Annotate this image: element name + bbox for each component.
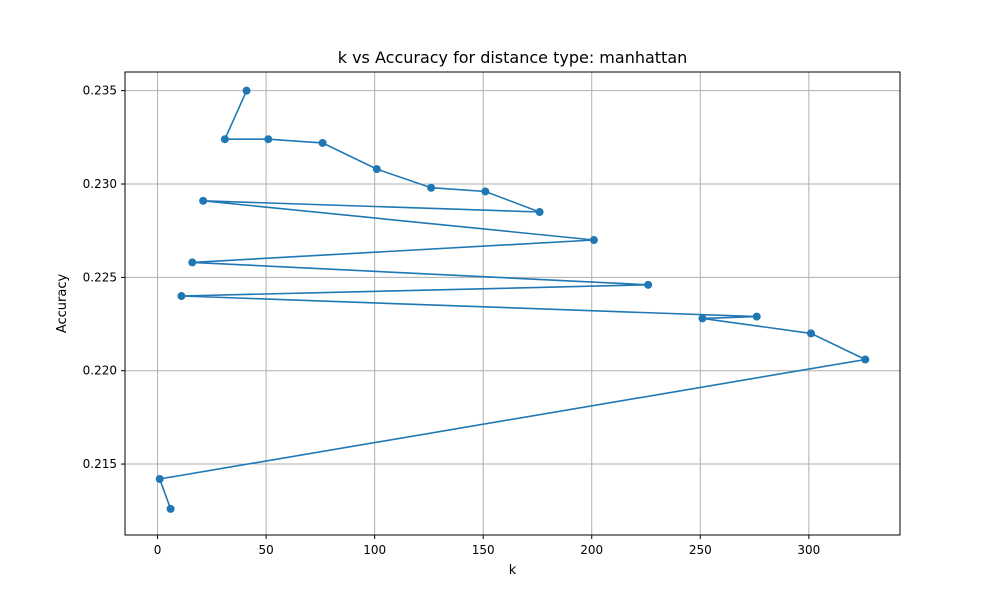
x-axis-label: k — [509, 563, 517, 578]
data-point — [177, 292, 186, 301]
data-point — [427, 183, 436, 192]
y-tick-label: 0.235 — [83, 84, 117, 98]
data-point — [220, 135, 229, 144]
y-axis-label: Accuracy — [55, 274, 70, 334]
x-tick-label: 100 — [363, 543, 386, 557]
x-tick-label: 150 — [472, 543, 495, 557]
data-point — [644, 280, 653, 289]
y-tick-label: 0.215 — [83, 457, 117, 471]
ticks: 0 50 100 150 200 250 300 0.215 0.220 0.225 0.230 0.… — [83, 84, 821, 557]
data-point — [372, 165, 381, 174]
grid — [125, 72, 900, 535]
data-point — [188, 258, 197, 267]
x-tick-label: 200 — [580, 543, 603, 557]
x-tick-label: 250 — [689, 543, 712, 557]
x-tick-label: 0 — [154, 543, 162, 557]
data-point — [155, 474, 164, 483]
data-point — [861, 355, 870, 364]
chart-title: k vs Accuracy for distance type: manhatt… — [338, 48, 688, 67]
x-tick-label: 50 — [258, 543, 273, 557]
data-point — [242, 86, 251, 95]
x-tick-label: 300 — [797, 543, 820, 557]
data-point — [806, 329, 815, 338]
data-point — [698, 314, 707, 323]
data-point — [166, 504, 175, 513]
data-point — [752, 312, 761, 321]
y-tick-label: 0.230 — [83, 177, 117, 191]
series-group — [155, 86, 870, 513]
data-point — [318, 138, 327, 147]
plot-frame — [124, 71, 901, 536]
y-tick-label: 0.225 — [83, 270, 117, 284]
data-point — [264, 135, 273, 144]
data-point — [199, 196, 208, 205]
data-point — [589, 236, 598, 245]
data-point — [535, 208, 544, 217]
y-tick-label: 0.220 — [83, 364, 117, 378]
data-point — [481, 187, 490, 196]
